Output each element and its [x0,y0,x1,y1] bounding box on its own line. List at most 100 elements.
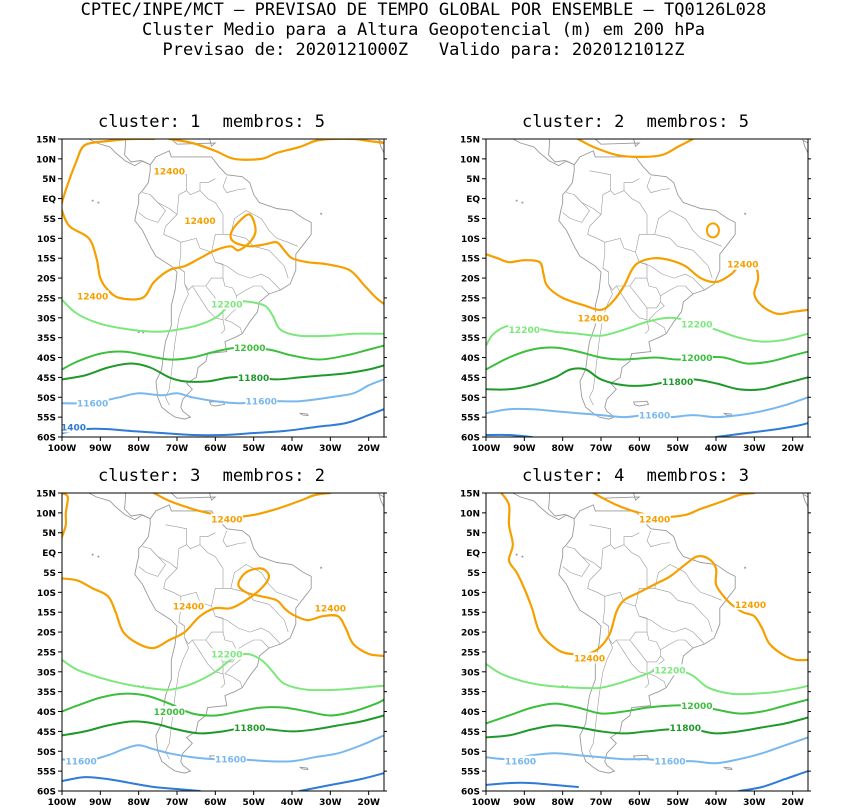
island [97,201,100,204]
y-tick-label: 35S [461,688,480,698]
x-tick-label: 20W [357,444,380,454]
x-tick-label: 60W [204,444,227,454]
contour-label: 11600 [505,758,536,768]
country-border [629,278,661,309]
contour-12000 [62,692,384,717]
contour-label-bg [214,753,247,765]
y-tick-label: 40S [37,354,56,364]
country-border [635,588,713,633]
panel-title: cluster: 2 membros: 5 [522,112,749,132]
y-tick-label: 15N [36,136,56,146]
y-tick-label: EQ [466,549,480,559]
country-border [192,285,224,321]
contour-11400 [715,422,808,437]
x-tick-label: 40W [281,444,304,454]
contour-label-bg [76,290,109,302]
map-panel-2: cluster: 2 membros: 5 12400 12400 12200 122… [424,112,847,457]
country-border [644,661,650,688]
map-panel-1: cluster: 1 membros: 5 12400 12400 12400 122… [0,112,423,457]
island [320,212,323,215]
y-tick-label: EQ [42,549,56,559]
contour-11400 [62,776,201,791]
contour-12400 [62,157,384,305]
coastline [558,504,736,774]
y-tick-label: 30S [461,668,480,678]
country-border [220,661,226,688]
contour-label-bg [573,652,606,664]
contour-12000 [486,346,808,371]
contour-label: 11800 [662,378,693,388]
contour-label-bg [669,721,702,733]
x-tick-label: 80W [127,798,150,808]
x-tick-label: 80W [551,798,574,808]
contour-label-bg [245,395,278,407]
country-border [589,637,613,760]
country-border [186,178,216,195]
contour-label-bg [184,214,216,226]
y-tick-label: 15S [461,255,480,265]
country-border [635,234,713,279]
country-border [639,261,705,291]
figure-header: CPTEC/INPE/MCT — PREVISAO DE TEMPO GLOBA… [0,0,847,60]
y-tick-label: 5N [466,529,480,539]
plot-frame [485,138,809,438]
plot-frame [485,492,809,792]
contour-label: 12000 [154,708,185,718]
island [723,766,733,771]
contour-label: 11600 [66,758,97,768]
country-border [646,176,671,193]
country-border [215,615,281,645]
contour-label-bg [577,312,610,324]
y-tick-label: 60S [461,788,480,798]
contour-label: 12400 [735,601,766,611]
contour-label: 12200 [211,300,242,310]
y-tick-label: 25S [461,648,480,658]
contour-label: 11800 [234,724,265,734]
contour-label: 12400 [154,167,185,177]
y-tick-label: 40S [461,708,480,718]
y-tick-label: 50S [461,748,480,758]
y-tick-label: 5S [467,569,480,579]
contour-label: 11800 [238,374,269,384]
map-plot: 12400 12400 12200 12200 12000 11800 11600 15N 10… [460,136,811,454]
island [521,555,524,558]
contour-label: 12400 [211,515,242,525]
y-tick-label: 10S [461,235,480,245]
x-tick-label: 90W [89,444,112,454]
country-border [222,176,247,193]
contour-12400 [76,139,156,160]
y-tick-label: 5N [466,175,480,185]
island [97,555,100,558]
contour-label: 11600 [215,756,246,766]
island [515,199,518,202]
y-tick-label: 20S [37,629,56,639]
coastline [378,139,384,154]
y-tick-label: 20S [461,629,480,639]
contour-label-bg [734,598,767,610]
y-tick-label: 45S [37,728,56,738]
map-panel-4: cluster: 4 membros: 3 12400 12400 12400 122… [424,466,847,811]
contour-label-bg [726,258,759,270]
y-tick-label: 10N [460,509,480,519]
contour-label: 12400 [574,654,605,664]
country-border [224,655,243,688]
y-tick-label: 35S [461,334,480,344]
x-tick-label: 60W [628,798,651,808]
country-border [646,530,671,547]
contour-label-bg [314,602,347,614]
y-tick-label: 55S [461,414,480,424]
country-border [602,591,648,645]
y-tick-label: 15S [37,255,56,265]
y-tick-label: 55S [37,768,56,778]
country-border [165,637,189,760]
x-tick-label: 100W [48,444,77,454]
coastline [548,139,573,165]
contour-11400 [62,408,384,437]
x-tick-label: 50W [666,798,689,808]
contour-label-bg [233,342,266,354]
contour-label: 12200 [681,320,712,330]
contour-12400 [152,493,332,518]
map-panel-3: cluster: 3 membros: 2 12400 12400 12400 122… [0,466,423,811]
panel-title: cluster: 4 membros: 3 [522,466,749,486]
y-tick-label: 10N [36,155,56,165]
